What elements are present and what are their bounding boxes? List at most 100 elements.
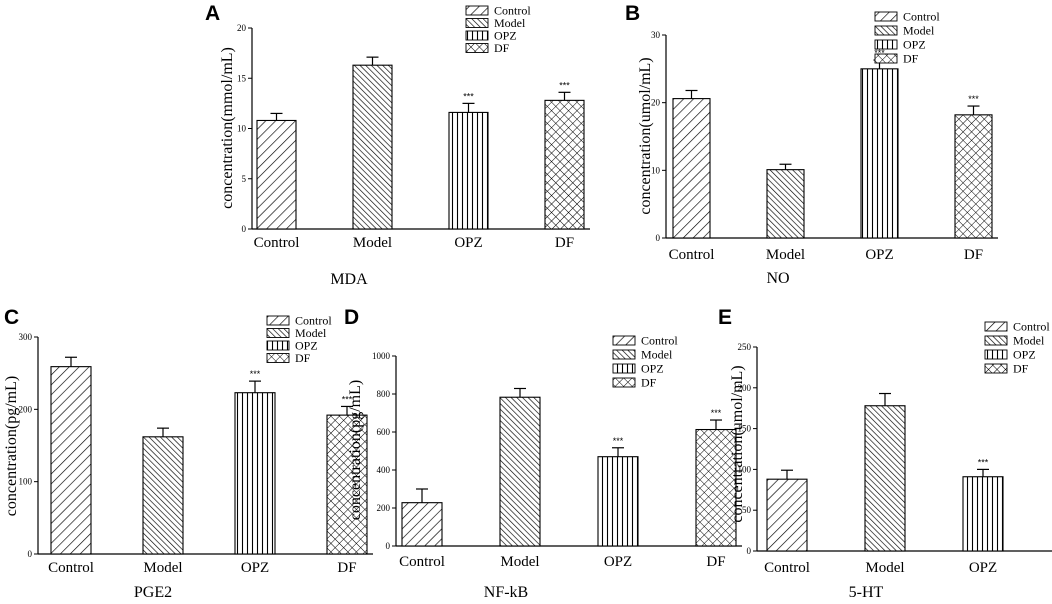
significance-mark: *** [613,436,624,446]
panel-d: D concentration(pg/mL) NF-kB 0 200 400 600 8… [344,306,742,601]
legend-label: Control [295,314,332,328]
legend-swatch [266,353,290,363]
legend-swatch [465,5,489,16]
significance-mark: *** [559,80,570,90]
x-tick-label: Control [399,554,445,570]
y-tick-label: 100 [738,464,752,474]
legend-label: OPZ [295,339,318,353]
x-axis-title: NO [766,270,789,287]
y-tick-label: 5 [242,174,247,184]
x-tick-label: DF [964,247,983,263]
legend-swatch [984,335,1008,346]
x-tick-label: Model [865,560,904,576]
panel-a: A concentration(mmol/mL) MDA 0 5 10 15 20 Con… [205,2,590,288]
y-tick-label: 0 [28,549,33,559]
x-tick-label: OPZ [865,247,893,263]
legend-label: Model [1013,334,1045,348]
legend-swatch [266,315,290,326]
y-tick-label: 10 [237,124,247,134]
legend-swatch [266,340,290,351]
y-tick-label: 150 [738,424,752,434]
legend-label: OPZ [1013,348,1036,362]
legend-swatch [984,349,1008,360]
bar-control [50,366,92,555]
legend-label: DF [641,376,657,390]
y-tick-label: 200 [738,383,752,393]
legend-swatch [612,335,636,346]
bar-df [695,428,737,547]
bar-model [352,64,393,230]
legend-label: Control [641,334,678,348]
panel-b: B concentration(umol/mL) NO 0 10 20 30 Contr… [625,2,998,287]
panel-letter: D [344,306,359,329]
legend-swatch [874,39,898,50]
legend-swatch [874,53,898,64]
x-tick-label: OPZ [969,560,997,576]
legend-swatch [874,25,898,36]
y-tick-label: 30 [651,30,661,40]
bar-model [142,436,184,555]
bar-model [499,396,541,547]
y-tick-label: 15 [237,73,247,83]
significance-mark: *** [342,394,353,404]
y-tick-label: 20 [237,23,247,33]
y-tick-label: 1000 [372,351,391,361]
y-tick-label: 0 [242,224,247,234]
bar-df [544,99,585,230]
legend-label: Model [641,348,673,362]
x-axis-title: NF-kB [484,584,528,601]
panel-c: C concentration(pg/mL) PGE2 0 100 200 300 Co… [3,306,373,601]
y-axis-label: concentration(pg/mL) [347,380,364,520]
y-tick-label: 0 [386,541,391,551]
bar-opz [597,456,639,547]
x-tick-label: DF [555,235,574,251]
panel-letter: A [205,2,220,25]
x-tick-label: Control [254,235,300,251]
x-tick-label: Control [48,560,94,576]
x-tick-label: DF [337,560,356,576]
bar-model [864,405,906,552]
legend-label: Model [295,326,327,340]
bar-control [256,119,297,230]
significance-mark: *** [463,91,474,101]
y-tick-label: 100 [19,477,33,487]
y-axis-label: concentration(umol/mL) [637,57,654,214]
legend-swatch [612,349,636,360]
y-axis-label: concentration(pg/mL) [3,376,20,516]
bar-opz [448,111,489,230]
legend-label: OPZ [494,29,517,43]
bar-control [672,98,711,239]
bar-opz [962,476,1004,552]
bar-opz [860,68,899,239]
panel-letter: C [4,306,19,329]
legend-swatch [465,18,489,28]
y-tick-label: 200 [377,503,391,513]
significance-mark: *** [711,408,722,418]
x-tick-label: DF [706,554,725,570]
x-tick-label: Model [766,247,805,263]
x-tick-label: Model [353,235,392,251]
x-tick-label: Model [500,554,539,570]
legend-label: DF [494,41,510,55]
legend-swatch [266,328,290,338]
legend-label: Control [494,4,531,18]
x-tick-label: Control [764,560,810,576]
significance-mark: *** [978,457,989,467]
legend-label: DF [1013,362,1029,376]
y-tick-label: 300 [19,332,33,342]
y-axis-label: concentration(umol/mL) [729,365,746,522]
x-tick-label: Model [143,560,182,576]
legend-swatch [612,377,636,388]
panel-letter: E [718,306,732,329]
y-tick-label: 0 [747,546,752,556]
legend-swatch [874,11,898,22]
legend-label: Model [494,16,526,30]
bar-df [326,414,368,555]
legend-label: OPZ [903,38,926,52]
y-tick-label: 0 [656,233,661,243]
x-tick-label: OPZ [454,235,482,251]
y-axis-label: concentration(mmol/mL) [219,47,236,209]
bar-control [766,478,808,552]
x-axis-title: PGE2 [134,584,172,601]
